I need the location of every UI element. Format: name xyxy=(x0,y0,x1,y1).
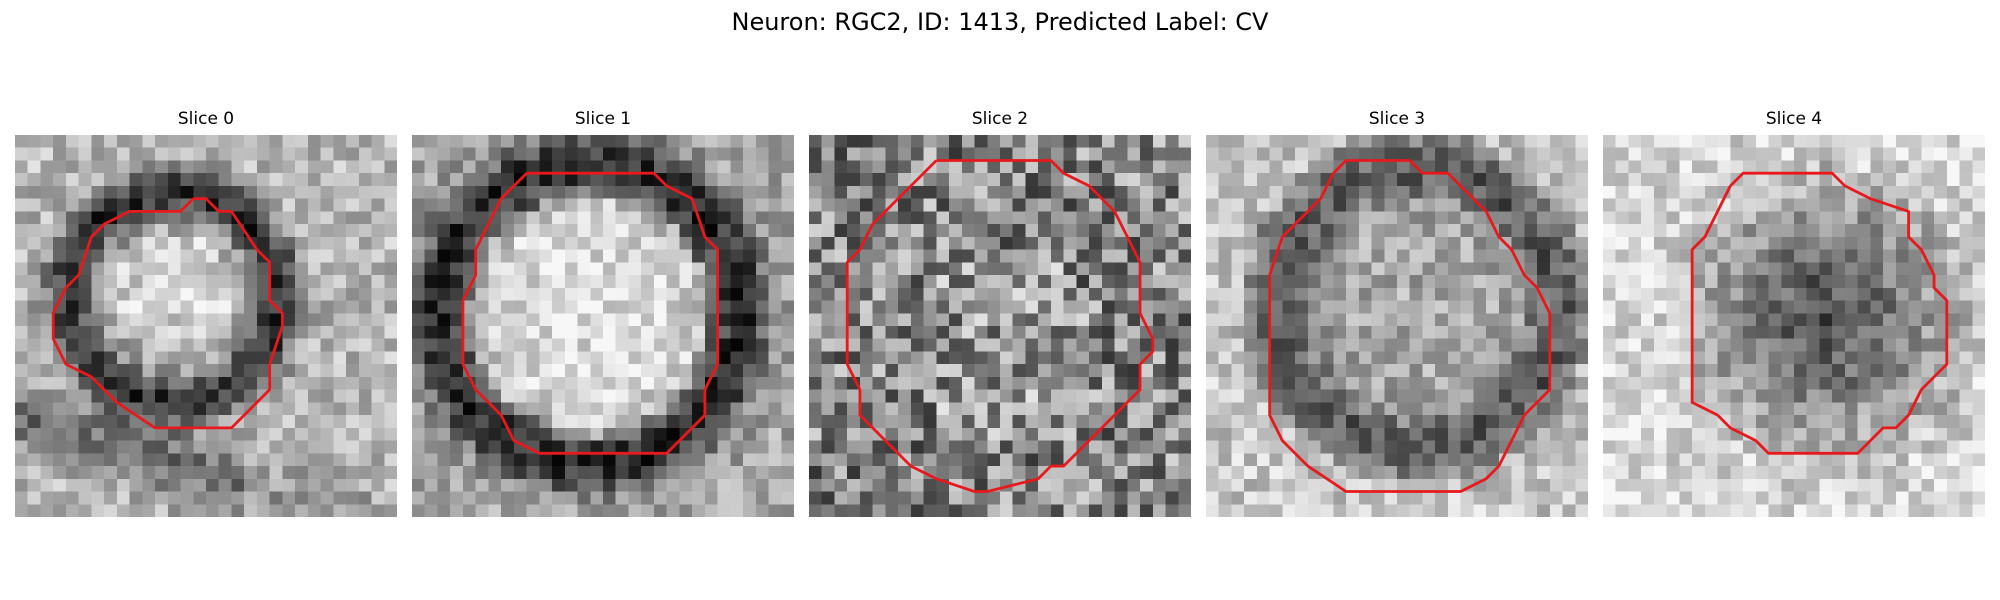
contour-overlay xyxy=(1268,159,1552,493)
segmentation-contour xyxy=(461,171,720,455)
contour-overlay xyxy=(461,171,720,455)
segmentation-contour xyxy=(1268,159,1552,493)
contour-overlay xyxy=(51,197,284,430)
panel-slice-2: Slice 2 xyxy=(809,108,1191,518)
panel-title: Slice 2 xyxy=(971,109,1029,129)
contour-overlay xyxy=(845,159,1155,493)
panel-title: Slice 4 xyxy=(1765,109,1823,129)
segmentation-contour xyxy=(1690,171,1949,455)
panel-title: Slice 0 xyxy=(177,109,235,129)
slice-image xyxy=(809,135,1191,517)
contour-overlay xyxy=(1690,171,1949,455)
segmentation-contour xyxy=(51,197,284,430)
figure-title: Neuron: RGC2, ID: 1413, Predicted Label:… xyxy=(731,8,1269,36)
panel-slice-4: Slice 4 xyxy=(1603,108,1985,518)
panel-title: Slice 3 xyxy=(1368,109,1426,129)
panel-title: Slice 1 xyxy=(574,109,632,129)
panel-slice-3: Slice 3 xyxy=(1206,108,1588,518)
panel-slice-0: Slice 0 xyxy=(15,108,397,518)
panel-slice-1: Slice 1 xyxy=(412,108,794,518)
segmentation-contour xyxy=(845,159,1155,493)
